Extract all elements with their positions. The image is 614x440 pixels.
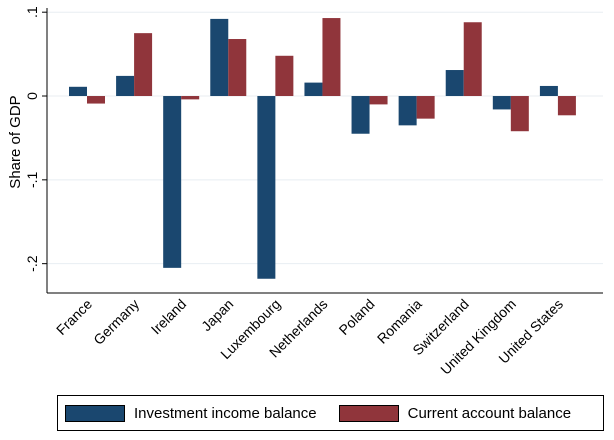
bar-current-account (275, 55, 294, 97)
bar-current-account (557, 96, 576, 116)
bar-current-account (134, 33, 153, 97)
y-tick-label: .1 (24, 6, 40, 18)
bars (69, 18, 576, 279)
bar-current-account (87, 96, 105, 104)
x-tick-label: Germany (90, 296, 142, 348)
x-tick-label: Japan (198, 296, 236, 334)
bar-investment-income (163, 96, 182, 268)
y-ticks: .1 0 -.1 -.2 (24, 6, 47, 272)
legend-label-investment: Investment income balance (134, 404, 317, 422)
bar-current-account (510, 96, 529, 132)
bar-investment-income (351, 96, 370, 134)
bar-current-account (463, 22, 482, 97)
bar-investment-income (257, 96, 276, 279)
x-tick-label: Poland (336, 296, 378, 338)
bar-investment-income (69, 86, 87, 97)
legend-item-current-account: Current account balance (338, 404, 572, 422)
bar-investment-income (445, 70, 464, 97)
bar-current-account (322, 18, 341, 97)
bar-current-account (416, 96, 435, 119)
bar-investment-income (398, 96, 417, 126)
legend-swatch-current-account (338, 404, 399, 422)
y-axis-title: Share of GDP (7, 95, 24, 188)
legend-item-investment: Investment income balance (65, 404, 317, 422)
x-tick-label: France (53, 296, 95, 338)
legend: Investment income balance Current accoun… (57, 395, 604, 431)
y-tick-label: -.1 (24, 171, 40, 188)
bar-investment-income (492, 96, 511, 110)
legend-swatch-investment (65, 404, 125, 422)
legend-label-current-account: Current account balance (407, 404, 572, 422)
bar-current-account (369, 96, 388, 105)
bar-investment-income (539, 85, 558, 97)
y-tick-label: -.2 (24, 255, 40, 272)
bar-current-account (228, 39, 247, 97)
x-tick-label: Ireland (148, 296, 190, 338)
y-tick-label: 0 (24, 92, 40, 100)
bar-investment-income (304, 82, 323, 97)
bar-investment-income (210, 18, 229, 97)
bar-investment-income (116, 75, 135, 97)
bar-current-account (181, 96, 200, 100)
